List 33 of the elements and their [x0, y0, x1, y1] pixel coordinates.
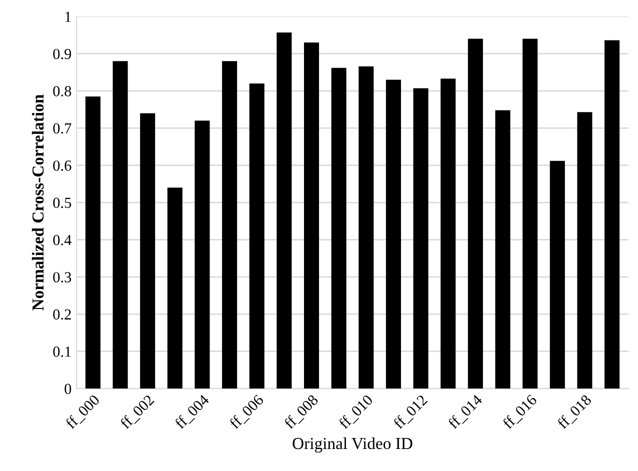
bar — [331, 68, 346, 389]
y-tick-label: 1 — [65, 12, 71, 22]
bar — [222, 61, 238, 389]
y-axis-title: Normalized Cross-Correlation — [32, 94, 44, 310]
y-tick-label: 0.6 — [53, 160, 72, 171]
bar — [194, 120, 210, 389]
bar — [249, 83, 264, 389]
bar — [358, 66, 374, 389]
bar — [550, 160, 565, 389]
y-tick-label: 0.2 — [53, 309, 71, 320]
bar — [85, 96, 100, 389]
y-tick-label: 0.3 — [53, 272, 72, 282]
y-tick-label: 0.1 — [53, 346, 71, 357]
bar — [577, 112, 592, 389]
bar — [112, 61, 128, 389]
bar — [276, 32, 292, 389]
bar — [304, 42, 320, 389]
bar — [413, 88, 428, 389]
bar — [522, 38, 538, 389]
y-tick-label: 0.7 — [53, 123, 72, 134]
bar — [386, 80, 401, 389]
bar — [440, 78, 456, 389]
y-tick-label: 0.8 — [53, 86, 72, 96]
bar — [495, 110, 510, 389]
bar — [167, 188, 182, 389]
y-tick-label: 0 — [64, 384, 72, 394]
bar — [604, 40, 620, 389]
y-tick-label: 0.9 — [53, 48, 72, 60]
y-tick-label: 0.5 — [53, 198, 72, 208]
y-tick-label: 0.4 — [53, 234, 72, 246]
bar — [468, 38, 483, 389]
x-axis-title: Original Video ID — [292, 437, 412, 453]
bar — [140, 113, 156, 389]
